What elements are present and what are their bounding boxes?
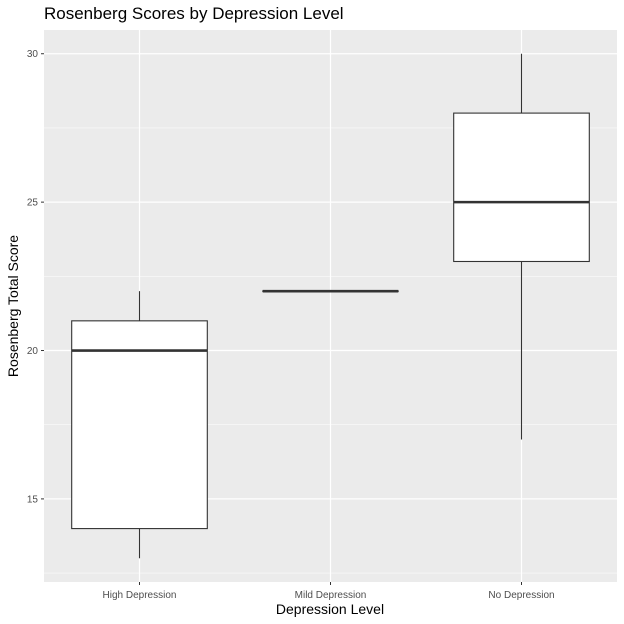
y-axis: 15 20 25 30: [27, 49, 44, 505]
x-tick-label: No Depression: [488, 590, 554, 601]
y-tick-label: 30: [27, 49, 39, 60]
x-tick-label: Mild Depression: [295, 590, 367, 601]
y-tick-label: 15: [27, 494, 39, 505]
y-tick-label: 20: [27, 346, 39, 357]
x-axis: High Depression Mild Depression No Depress…: [103, 582, 555, 601]
box-no-depression: [453, 53, 590, 440]
iqr-box: [453, 112, 590, 263]
y-axis-title: Rosenberg Total Score: [5, 235, 21, 377]
chart-title: Rosenberg Scores by Depression Level: [44, 4, 344, 23]
boxes: [71, 53, 590, 559]
x-tick-label: High Depression: [103, 590, 177, 601]
y-tick-label: 25: [27, 198, 39, 209]
iqr-box: [71, 320, 208, 530]
box-high-depression: [71, 291, 208, 559]
x-axis-title: Depression Level: [276, 601, 384, 617]
